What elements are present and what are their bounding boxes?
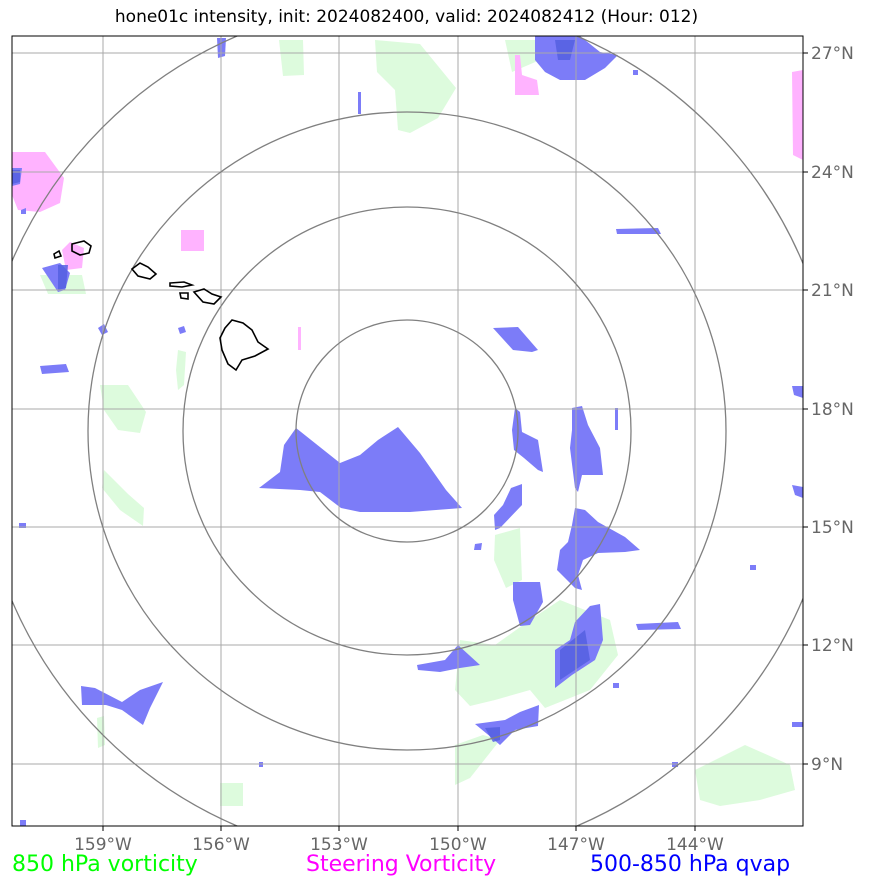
legend-850-vorticity: 850 hPa vorticity: [12, 852, 198, 877]
tick-marks: [102, 52, 808, 831]
lat-label: 9°N: [811, 755, 843, 775]
legend-steering-vorticity: Steering Vorticity: [306, 852, 497, 877]
vorticity-850-layer: [40, 40, 795, 806]
lon-label: 153°W: [310, 835, 368, 855]
lat-label: 15°N: [811, 518, 854, 538]
coastline: [53, 240, 270, 372]
range-rings: [12, 36, 803, 826]
lon-label: 144°W: [666, 835, 724, 855]
longitude-labels: 159°W 156°W 153°W 150°W 147°W 144°W: [74, 835, 724, 855]
lon-label: 147°W: [547, 835, 605, 855]
map-title: hone01c intensity, init: 2024082400, val…: [114, 7, 699, 27]
lon-label: 156°W: [192, 835, 250, 855]
graticule: [12, 36, 803, 826]
legend-qvap: 500-850 hPa qvap: [590, 852, 791, 877]
lon-label: 159°W: [74, 835, 132, 855]
lat-label: 21°N: [811, 281, 854, 301]
lat-label: 24°N: [811, 163, 854, 183]
latitude-labels: 27°N 24°N 21°N 18°N 15°N 12°N 9°N: [811, 44, 854, 775]
map-frame: [11, 35, 804, 827]
lat-label: 12°N: [811, 636, 854, 656]
lon-label: 150°W: [429, 835, 487, 855]
lat-label: 27°N: [811, 44, 854, 64]
steering-vorticity-layer: [12, 55, 803, 350]
lat-label: 18°N: [811, 400, 854, 420]
overlap-layer: [12, 40, 590, 742]
